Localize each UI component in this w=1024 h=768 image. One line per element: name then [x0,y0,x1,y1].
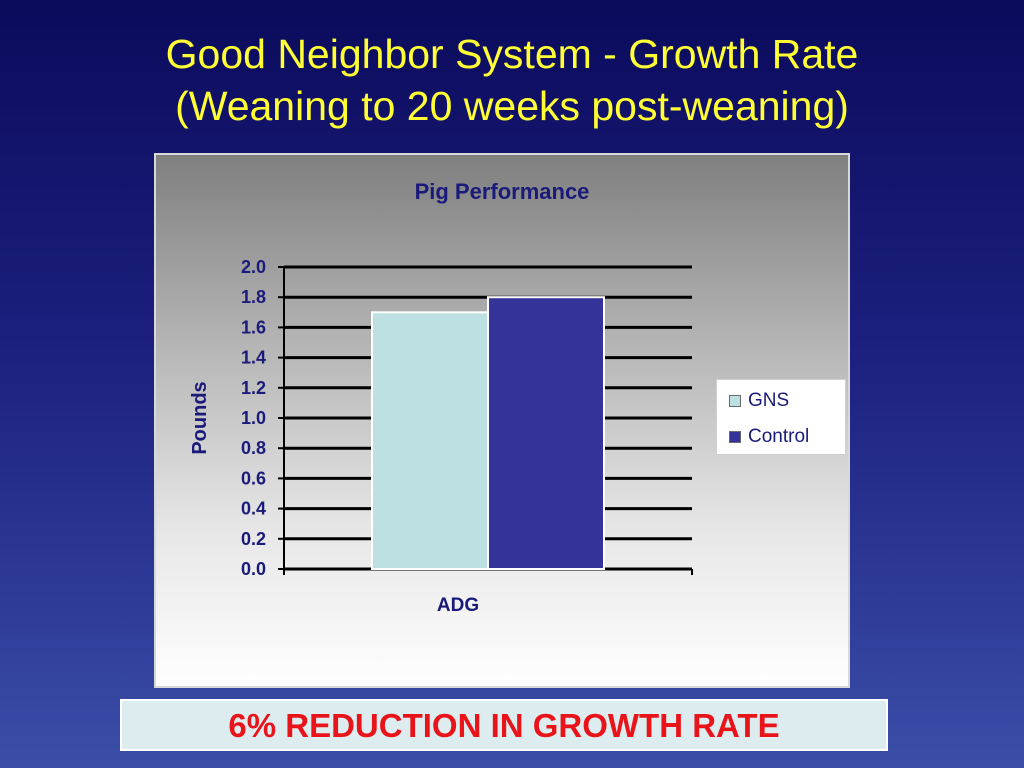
y-tick-label-6: 1.2 [241,378,266,398]
y-tick-label-2: 0.4 [241,499,266,519]
legend-label-gns: GNS [748,390,790,411]
slide-title-line-2: (Weaning to 20 weeks post-weaning) [175,83,849,129]
bar-control [487,296,605,570]
y-tick-label-9: 1.8 [241,287,266,307]
y-tick-label-3: 0.6 [241,468,266,488]
y-tick-label-1: 0.2 [241,529,266,549]
legend-swatch-control [729,431,741,443]
chart-title: Pig Performance [415,179,590,204]
legend-item-gns: GNS [729,390,789,412]
slide-title-line-1: Good Neighbor System - Growth Rate [165,31,859,77]
y-tick-label-7: 1.4 [241,348,266,368]
chart-panel: Pig Performance 0.0 0.2 0.4 0.6 0.8 1.0 1.2 1.4 1… [154,153,850,688]
bar-chart: Pig Performance 0.0 0.2 0.4 0.6 0.8 1.0 1.2 1.4 1… [189,179,693,616]
callout-box: 6% REDUCTION IN GROWTH RATE [120,699,888,751]
bar-gns [371,311,489,571]
legend-swatch-gns [729,395,741,407]
y-tick-label-4: 0.8 [241,438,266,458]
y-tick-label-8: 1.6 [241,317,266,337]
slide-title: Good Neighbor System - Growth Rate (Wean… [0,28,1024,132]
y-tick-label-5: 1.0 [241,408,266,428]
x-category-label: ADG [437,595,479,616]
y-tick-label-0: 0.0 [241,559,266,579]
y-tick-label-10: 2.0 [241,257,266,277]
y-axis-label: Pounds [189,381,211,454]
chart-legend: GNS Control [716,379,846,455]
legend-item-control: Control [729,426,809,448]
legend-label-control: Control [748,426,810,447]
